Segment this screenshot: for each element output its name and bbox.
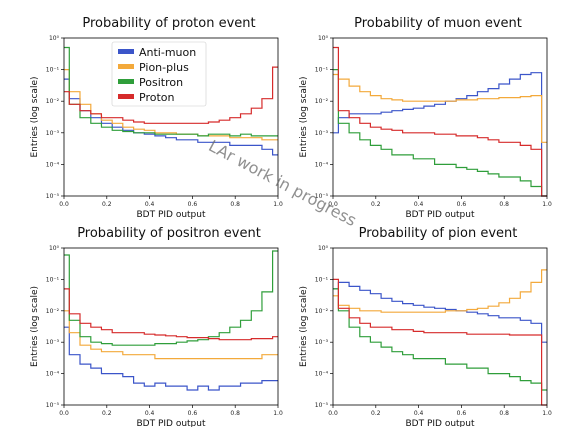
series-positron xyxy=(64,46,278,137)
y-axis-label: Entries (log scale) xyxy=(299,286,309,367)
y-tick-label: 10⁻⁵ xyxy=(315,402,329,409)
legend: Anti-muon Pion-plus Positron Proton xyxy=(111,41,207,107)
y-axis-label: Entries (log scale) xyxy=(30,77,40,158)
x-tick-label: 0.6 xyxy=(457,201,467,208)
x-tick-label: 0.4 xyxy=(414,410,424,417)
legend-entry: Proton xyxy=(139,91,174,104)
y-tick-label: 10⁻² xyxy=(315,308,329,315)
x-axis-label: BDT PID output xyxy=(136,210,205,220)
panel-4: Probability of pion event 0.0 0.2 0.4 0.6 0.8… xyxy=(299,226,552,427)
y-axis-label: Entries (log scale) xyxy=(30,286,40,367)
x-tick-label: 0.0 xyxy=(59,410,69,417)
y-tick-label: 10⁻⁴ xyxy=(46,371,60,378)
legend-swatch xyxy=(118,94,134,99)
panel-title: Probability of muon event xyxy=(354,16,522,31)
x-tick-label: 0.4 xyxy=(145,410,155,417)
y-tick-label: 10⁰ xyxy=(318,35,329,42)
x-tick-label: 0.8 xyxy=(230,410,240,417)
y-tick-label: 10⁻⁴ xyxy=(46,161,60,168)
x-tick-label: 0.6 xyxy=(457,410,467,417)
x-tick-label: 0.2 xyxy=(371,201,381,208)
y-tick-label: 10⁻¹ xyxy=(46,67,60,74)
plot-frame xyxy=(63,37,279,197)
panel-title: Probability of pion event xyxy=(359,226,518,241)
x-tick-label: 0.0 xyxy=(59,201,69,208)
series-proton xyxy=(333,46,547,197)
y-tick-label: 10⁻² xyxy=(46,98,60,105)
x-tick-label: 0.0 xyxy=(328,201,338,208)
panel-title: Probability of proton event xyxy=(82,16,255,31)
series-pion-plus xyxy=(333,73,547,143)
y-tick-label: 10⁻⁴ xyxy=(315,371,329,378)
x-axis-label: BDT PID output xyxy=(405,419,474,427)
y-tick-label: 10⁻² xyxy=(46,308,60,315)
panel-1: Probability of proton event 0.0 0.2 0.4 0.6 0… xyxy=(30,16,283,220)
x-axis-label: BDT PID output xyxy=(405,210,474,220)
y-tick-label: 10⁻⁵ xyxy=(46,402,60,409)
plot-frame xyxy=(63,247,279,406)
legend-swatch xyxy=(118,64,134,69)
x-tick-label: 0.2 xyxy=(102,201,112,208)
legend-entry: Pion-plus xyxy=(139,61,189,74)
x-tick-label: 1.0 xyxy=(542,410,552,417)
y-tick-label: 10⁻¹ xyxy=(315,276,329,283)
y-tick-label: 10⁰ xyxy=(49,35,60,42)
series-proton xyxy=(64,66,278,124)
x-tick-label: 0.4 xyxy=(145,201,155,208)
x-tick-label: 0.8 xyxy=(499,201,509,208)
series-anti-muon xyxy=(333,72,547,197)
x-tick-label: 1.0 xyxy=(273,410,283,417)
y-tick-label: 10⁰ xyxy=(49,245,60,252)
y-tick-label: 10⁻³ xyxy=(46,130,60,137)
series-positron xyxy=(333,288,547,391)
panel-3: Probability of positron event 0.0 0.2 0.4 0.… xyxy=(30,226,283,427)
legend-entry: Anti-muon xyxy=(139,46,196,59)
x-tick-label: 1.0 xyxy=(273,201,283,208)
series-positron xyxy=(64,250,278,346)
plot-frame xyxy=(332,247,548,406)
x-tick-label: 0.2 xyxy=(371,410,381,417)
panel-title: Probability of positron event xyxy=(77,226,261,241)
legend-swatch xyxy=(118,79,134,84)
y-tick-label: 10⁻² xyxy=(315,98,329,105)
legend-box xyxy=(111,41,207,107)
x-tick-label: 1.0 xyxy=(542,201,552,208)
y-axis-label: Entries (log scale) xyxy=(299,77,309,158)
y-tick-label: 10⁰ xyxy=(318,245,329,252)
x-tick-label: 0.2 xyxy=(102,410,112,417)
legend-entry: Positron xyxy=(139,76,183,89)
plot-frame xyxy=(332,37,548,197)
y-tick-label: 10⁻³ xyxy=(315,130,329,137)
x-tick-label: 0.8 xyxy=(230,201,240,208)
x-tick-label: 0.0 xyxy=(328,410,338,417)
y-tick-label: 10⁻⁵ xyxy=(46,193,60,200)
series-proton xyxy=(64,288,278,341)
panel-2: Probability of muon event 0.0 0.2 0.4 0.6 0.8… xyxy=(299,16,552,220)
y-tick-label: 10⁻¹ xyxy=(315,67,329,74)
y-tick-label: 10⁻³ xyxy=(46,339,60,346)
series-pion-plus xyxy=(333,269,547,313)
series-anti-muon xyxy=(64,78,278,156)
series-proton xyxy=(333,278,547,406)
x-tick-label: 0.4 xyxy=(414,201,424,208)
y-tick-label: 10⁻⁵ xyxy=(315,193,329,200)
series-pion-plus xyxy=(64,310,278,360)
legend-swatch xyxy=(118,49,134,54)
y-tick-label: 10⁻⁴ xyxy=(315,161,329,168)
y-tick-label: 10⁻¹ xyxy=(46,276,60,283)
x-tick-label: 0.8 xyxy=(499,410,509,417)
watermark: LAr work in progress xyxy=(206,136,360,230)
series-anti-muon xyxy=(64,326,278,391)
series-anti-muon xyxy=(333,281,547,343)
y-tick-label: 10⁻³ xyxy=(315,339,329,346)
x-tick-label: 0.6 xyxy=(188,410,198,417)
series-positron xyxy=(333,69,547,197)
x-axis-label: BDT PID output xyxy=(136,419,205,427)
x-tick-label: 0.6 xyxy=(188,201,198,208)
